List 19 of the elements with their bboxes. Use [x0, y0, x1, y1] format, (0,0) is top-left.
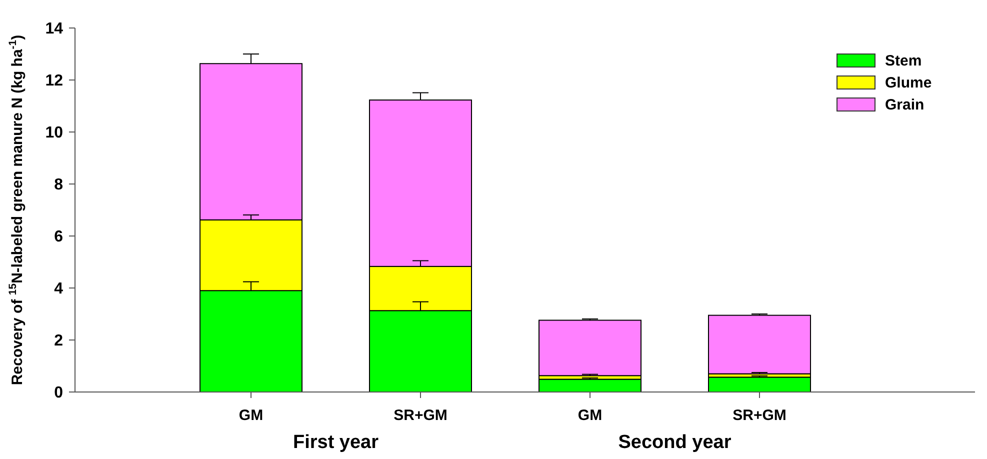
legend-label: Grain	[885, 96, 924, 114]
y-tick-label: 4	[54, 280, 64, 298]
y-tick-label: 12	[45, 72, 64, 90]
legend-label: Stem	[885, 52, 922, 70]
y-tick-label: 2	[54, 332, 64, 350]
x-tick-label: GM	[238, 407, 264, 424]
x-tick-label: SR+GM	[732, 407, 786, 424]
text: First year	[292, 432, 380, 453]
x-tick-label: GM	[578, 407, 602, 424]
legend-label: Glume	[885, 74, 932, 92]
y-tick-label: 0	[54, 384, 64, 402]
y-tick-label: 14	[45, 20, 64, 38]
y-tick-label: 8	[54, 176, 64, 194]
y-tick-label: 6	[54, 228, 64, 246]
bar	[538, 320, 642, 376]
y-tick-label: 10	[45, 124, 64, 142]
text: Second year	[618, 432, 732, 453]
bar	[708, 314, 811, 374]
x-tick-label: SR+GM	[394, 407, 448, 424]
